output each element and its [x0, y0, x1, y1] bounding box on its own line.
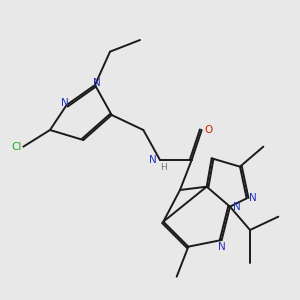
- Text: Cl: Cl: [11, 142, 22, 152]
- Text: N: N: [93, 78, 101, 88]
- Text: N: N: [149, 155, 157, 165]
- Text: N: N: [218, 242, 226, 252]
- Text: N: N: [250, 193, 257, 203]
- Text: O: O: [205, 125, 213, 135]
- Text: H: H: [160, 163, 167, 172]
- Text: N: N: [233, 202, 241, 212]
- Text: N: N: [61, 98, 69, 108]
